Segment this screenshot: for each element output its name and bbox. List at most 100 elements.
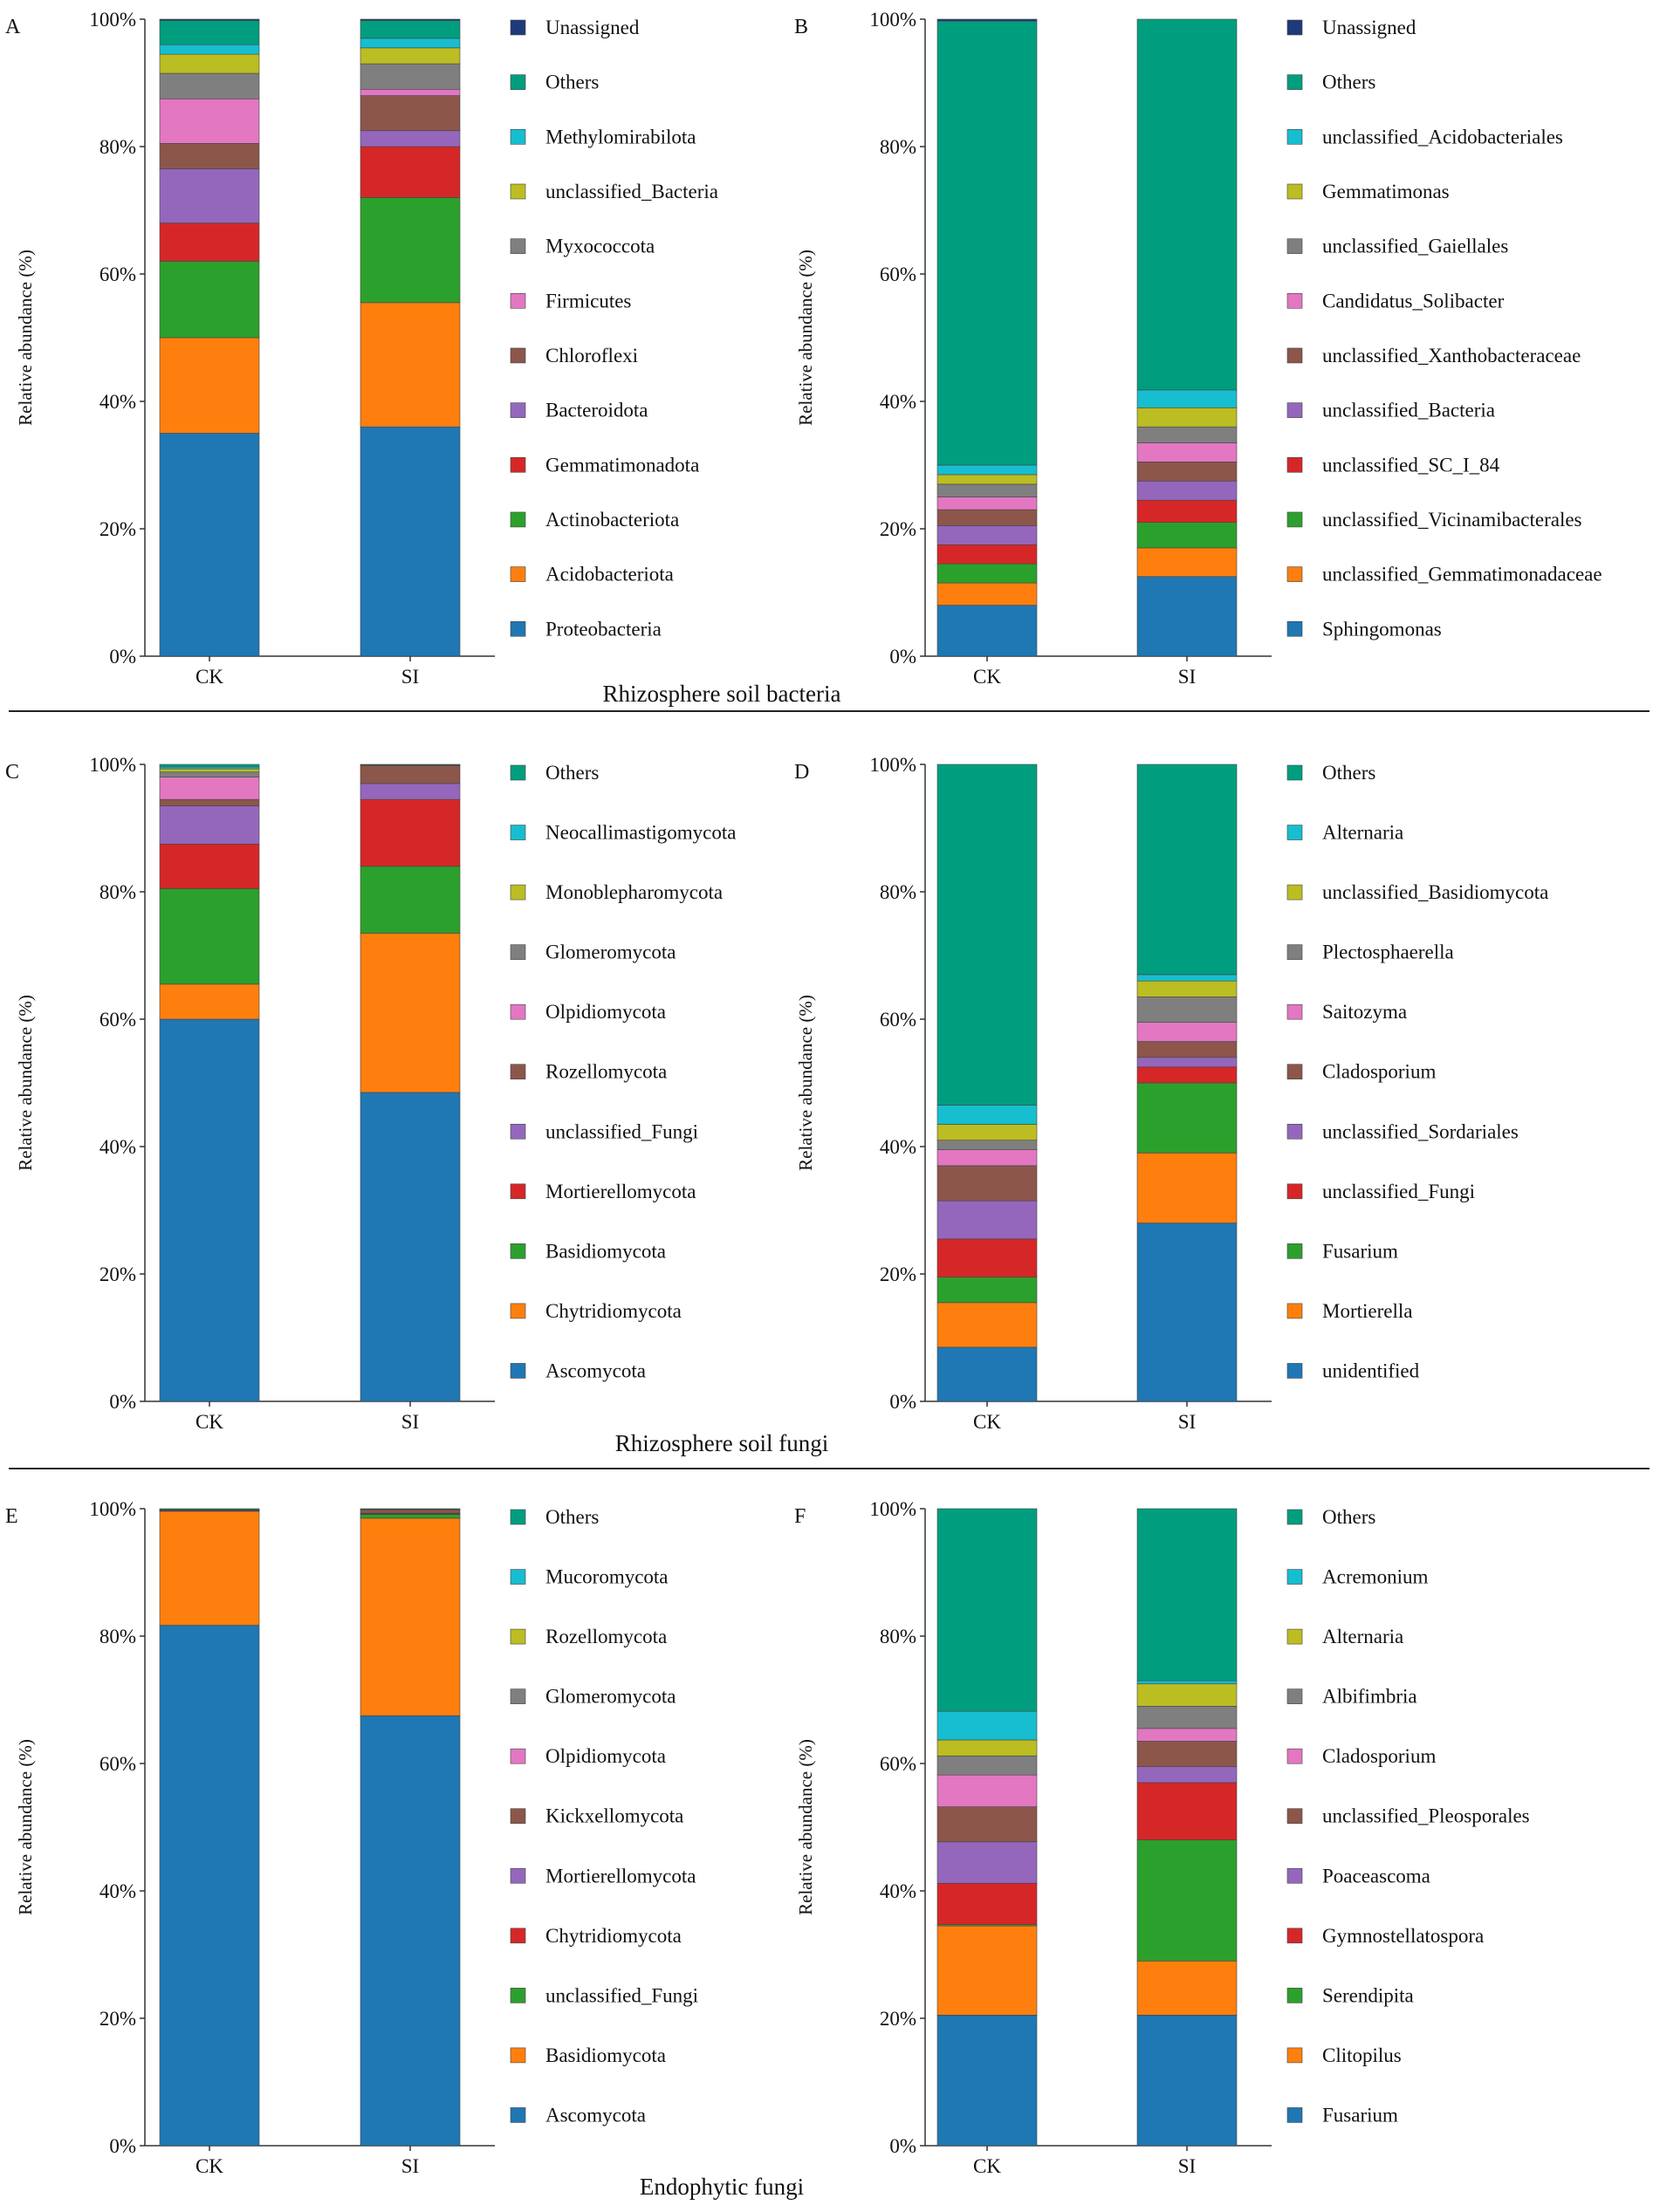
- legend-label: Bacteroidota: [545, 400, 648, 421]
- legend-swatch: [1286, 1509, 1303, 1525]
- legend-swatch: [1286, 129, 1303, 145]
- panel-e: E 0% 20% 40% 60% 80% 100% Relative abundance (%…: [5, 1498, 698, 2177]
- legend-swatch: [1286, 1988, 1303, 2003]
- section-title-endophytic-fungi: Endophytic fungi: [640, 2174, 804, 2200]
- legend-swatch: [510, 1688, 526, 1704]
- bar-segment-si-unclassified-bacteria: [1136, 480, 1238, 501]
- legend-swatch: [1286, 620, 1303, 637]
- y-tick-label: 80%: [880, 1626, 916, 1647]
- legend-label: Methylomirabilota: [545, 126, 696, 147]
- legend-label: Others: [545, 1506, 599, 1528]
- bar-segment-si-gymnostellatospora: [1136, 1782, 1238, 1840]
- bar-segment-si-unidentified: [1136, 1222, 1238, 1402]
- y-tick-label: 60%: [99, 264, 136, 285]
- legend-label: Ascomycota: [545, 2104, 646, 2126]
- bar-segment-ck-fusarium: [936, 1277, 1038, 1304]
- legend-swatch: [510, 884, 526, 901]
- bar-segment-ck-cladosporium: [936, 1165, 1038, 1202]
- bar-segment-ck-unclassified-pleosporales: [936, 1806, 1038, 1843]
- panel-c: C 0% 20% 40% 60% 80% 100% Relative abundance (%…: [5, 754, 736, 1433]
- legend-swatch: [510, 2047, 526, 2064]
- y-tick-label: 20%: [880, 2008, 916, 2030]
- y-tick-label: 20%: [99, 1264, 136, 1285]
- legend-swatch: [1286, 1748, 1303, 1764]
- y-axis-label: Relative abundance (%): [15, 995, 36, 1171]
- legend-label: unidentified: [1322, 1359, 1420, 1381]
- legend-label: Candidatus_Solibacter: [1322, 290, 1505, 312]
- bar-segment-si-poaceascoma: [1136, 1766, 1238, 1784]
- x-category-label: CK: [195, 1411, 223, 1433]
- legend-swatch: [1286, 825, 1303, 840]
- bar-segment-ck-unclassified-acidobacteriales: [936, 464, 1038, 476]
- panel-letter: A: [5, 16, 21, 38]
- legend-label: unclassified_Bacteria: [1322, 400, 1495, 421]
- legend-label: Alternaria: [1322, 822, 1403, 844]
- bar-segment-si-others: [360, 1508, 461, 1510]
- legend-swatch: [510, 1303, 526, 1319]
- bar-segment-ck-gemmatimonadota: [159, 223, 260, 262]
- legend-swatch: [510, 566, 526, 582]
- bar-segment-ck-saitozyma: [936, 1149, 1038, 1167]
- y-tick-label: 40%: [880, 391, 916, 413]
- y-tick-label: 60%: [880, 1753, 916, 1775]
- bar-segment-ck-unclassified-gaiellales: [936, 483, 1038, 497]
- legend-swatch: [1286, 74, 1303, 90]
- legend-label: Basidiomycota: [545, 1240, 666, 1262]
- bar-segment-si-chloroflexi: [360, 95, 461, 132]
- legend-swatch: [1286, 2107, 1303, 2123]
- x-category-label: SI: [401, 1411, 419, 1433]
- bar-segment-si-fusarium: [1136, 1082, 1238, 1154]
- x-category-label: CK: [973, 1411, 1001, 1433]
- panel-a: A 0% 20% 40% 60% 80% 100% Relative abundance (%…: [5, 9, 718, 688]
- legend-label: Fusarium: [1322, 1240, 1398, 1262]
- bar-segment-ck-unassigned: [159, 18, 260, 21]
- legend-swatch: [510, 1748, 526, 1764]
- bar-segment-si-others: [1136, 764, 1238, 976]
- bar-segment-si-methylomirabilota: [360, 38, 461, 49]
- bar-segment-ck-unassigned: [936, 18, 1038, 22]
- bar-segment-si-rozellomycota: [360, 765, 461, 784]
- legend-swatch: [510, 1243, 526, 1259]
- legend-label: Serendipita: [1322, 1984, 1414, 2006]
- legend-label: Sphingomonas: [1322, 618, 1442, 640]
- y-axis-label: Relative abundance (%): [795, 995, 816, 1171]
- legend-label: unclassified_Sordariales: [1322, 1120, 1519, 1142]
- legend-label: Alternaria: [1322, 1626, 1403, 1647]
- bar-segment-ck-acidobacteriota: [159, 337, 260, 434]
- bar-segment-si-acremonium: [1136, 1680, 1238, 1685]
- bar-segment-ck-unclassified-sordariales: [936, 1200, 1038, 1240]
- legend-swatch: [1286, 1569, 1303, 1585]
- legend-label: unclassified_Fungi: [1322, 1181, 1475, 1202]
- y-tick-label: 0%: [109, 646, 136, 668]
- bar-segment-ck-clitopilus: [936, 1925, 1038, 2016]
- legend-label: Acidobacteriota: [545, 564, 674, 586]
- legend-swatch: [1286, 2047, 1303, 2064]
- bar-segment-ck-others: [936, 1508, 1038, 1712]
- legend-swatch: [1286, 944, 1303, 960]
- y-tick-label: 0%: [109, 2135, 136, 2157]
- bar-segment-si-serendipita: [1136, 1839, 1238, 1962]
- bar-segment-ck-albifimbria: [936, 1755, 1038, 1776]
- legend-swatch: [510, 1569, 526, 1585]
- legend-swatch: [1286, 293, 1303, 309]
- bar-segment-si-mortierellomycota: [360, 798, 461, 867]
- legend-swatch: [1286, 884, 1303, 901]
- bar-segment-si-albifimbria: [1136, 1706, 1238, 1729]
- bar-segment-si-unclassified-xanthobacteraceae: [1136, 462, 1238, 482]
- y-tick-label: 60%: [880, 1009, 916, 1031]
- legend-label: Poaceascoma: [1322, 1865, 1430, 1887]
- y-tick-label: 100%: [869, 9, 916, 31]
- y-tick-label: 20%: [880, 518, 916, 540]
- legend-swatch: [510, 456, 526, 473]
- bar-segment-ck-mortierella: [936, 1302, 1038, 1348]
- legend-label: unclassified_Gemmatimonadaceae: [1322, 564, 1602, 586]
- legend-swatch: [510, 1928, 526, 1944]
- legend-swatch: [1286, 347, 1303, 364]
- y-tick-label: 40%: [880, 1136, 916, 1158]
- y-tick-label: 80%: [99, 1626, 136, 1647]
- x-category-label: SI: [401, 666, 419, 688]
- legend-label: Gemmatimonadota: [545, 454, 699, 476]
- bar-segment-ck-candidatus-solibacter: [936, 497, 1038, 510]
- bar-segment-ck-plectosphaerella: [936, 1140, 1038, 1150]
